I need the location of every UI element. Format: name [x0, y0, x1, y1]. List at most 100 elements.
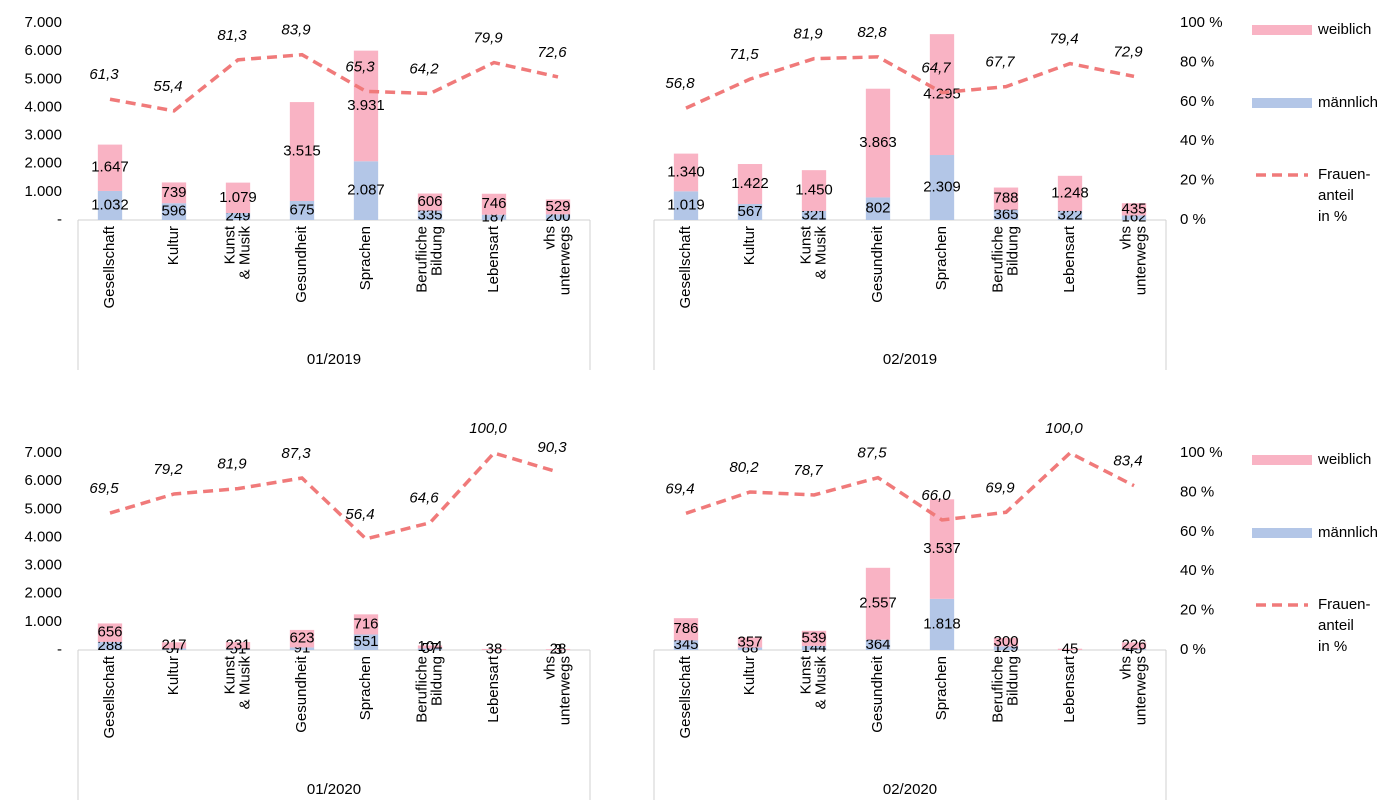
x-tick-label: Gesellschaft — [677, 225, 694, 308]
bar-segment — [993, 637, 1019, 647]
line-label: 56,8 — [665, 75, 695, 92]
bar-segment — [97, 190, 123, 220]
line-label: 79,9 — [473, 30, 503, 47]
line-label: 72,9 — [1113, 43, 1143, 60]
x-tick-label: Berufliche — [413, 226, 430, 293]
data-label: 3.863 — [859, 134, 897, 151]
line-label: 87,5 — [857, 445, 887, 462]
data-label: 606 — [417, 193, 442, 210]
bar-segment — [417, 210, 443, 220]
x-tick-label: & Musik — [812, 226, 829, 280]
bar-segment — [1121, 642, 1147, 649]
data-label: 623 — [289, 630, 314, 647]
bar-segment — [865, 88, 891, 198]
y2-tick-label: 20 % — [1180, 172, 1214, 189]
data-label: 675 — [289, 201, 314, 218]
line-label: 65,3 — [345, 58, 375, 75]
data-label: 2.309 — [923, 178, 961, 195]
x-tick-label: Lebensart — [1061, 655, 1078, 723]
bar-segment — [161, 182, 187, 204]
line-label: 72,6 — [537, 44, 567, 61]
x-tick-label: Gesellschaft — [677, 655, 694, 738]
y2-tick-label: 40 % — [1180, 132, 1214, 149]
bar-segment — [801, 630, 827, 646]
x-tick-label: Kultur — [165, 226, 182, 265]
x-tick-label: Kunst — [221, 655, 238, 694]
data-label: 551 — [353, 633, 378, 650]
y-tick-label: 4.000 — [24, 528, 62, 545]
data-label: 364 — [865, 636, 890, 653]
x-tick-label: Lebensart — [1061, 225, 1078, 293]
x-tick-label: Berufliche — [989, 226, 1006, 293]
x-tick-label: Berufliche — [413, 656, 430, 723]
y-tick-label: 7.000 — [24, 14, 62, 31]
line-label: 81,9 — [217, 456, 247, 473]
line-label: 69,9 — [985, 479, 1015, 496]
bar-segment — [929, 155, 955, 220]
data-label: 739 — [161, 184, 186, 201]
x-tick-label: & Musik — [812, 656, 829, 710]
bar-segment — [865, 639, 891, 650]
legend-label: männlich — [1318, 524, 1378, 541]
y-tick-label: - — [57, 641, 62, 658]
legend-label: männlich — [1318, 94, 1378, 111]
line-label: 69,5 — [89, 480, 119, 497]
bar-segment — [865, 567, 891, 640]
line-label: 67,7 — [985, 54, 1015, 71]
y-tick-label: 6.000 — [24, 472, 62, 489]
x-tick-label: Sprachen — [933, 226, 950, 290]
x-tick-label: Lebensart — [485, 225, 502, 293]
bar-segment — [737, 647, 763, 650]
bar-segment — [993, 209, 1019, 220]
bar-segment — [225, 182, 251, 213]
data-label: 1.450 — [795, 182, 833, 199]
x-tick-label: Gesundheit — [869, 225, 886, 303]
data-label: 788 — [993, 190, 1018, 207]
data-label: 38 — [486, 640, 503, 657]
bar-segment — [737, 637, 763, 648]
y-tick-label: 4.000 — [24, 98, 62, 115]
data-label: 539 — [801, 629, 826, 646]
bar-segment — [737, 164, 763, 205]
y-tick-label: - — [57, 211, 62, 228]
legend-label: in % — [1318, 208, 1347, 225]
y-tick-label: 1.000 — [24, 183, 62, 200]
y2-tick-label: 20 % — [1180, 602, 1214, 619]
data-label: 28 — [550, 640, 567, 657]
bar-segment — [417, 193, 443, 211]
bar-segment — [481, 193, 507, 215]
x-tick-label: Bildung — [1004, 656, 1021, 706]
bar-segment — [289, 647, 315, 650]
data-label: 802 — [865, 200, 890, 217]
x-tick-label: unterwegs — [556, 226, 573, 295]
legend-swatch — [1252, 455, 1312, 465]
group-label: 02/2019 — [883, 351, 937, 368]
x-tick-label: Gesundheit — [869, 655, 886, 733]
data-label: 746 — [481, 195, 506, 212]
bar-segment — [545, 199, 571, 215]
data-label: 104 — [417, 638, 442, 655]
line — [109, 52, 559, 113]
x-tick-label: Gesellschaft — [101, 655, 118, 738]
legend-label: weiblich — [1317, 451, 1371, 468]
line-label: 66,0 — [921, 487, 951, 504]
y-tick-label: 7.000 — [24, 444, 62, 461]
bar-segment — [801, 645, 827, 650]
bar-segment — [225, 212, 251, 220]
data-label: 3.515 — [283, 143, 321, 160]
x-tick-label: Gesundheit — [293, 655, 310, 733]
x-tick-label: unterwegs — [556, 656, 573, 725]
data-label: 656 — [97, 624, 122, 641]
bar-segment — [801, 210, 827, 220]
data-label: 226 — [1121, 637, 1146, 654]
y2-tick-label: 100 % — [1180, 14, 1223, 31]
bar-segment — [1121, 648, 1147, 650]
data-label: 231 — [225, 636, 250, 653]
y-tick-label: 5.000 — [24, 500, 62, 517]
data-label: 596 — [161, 203, 186, 220]
data-label: 716 — [353, 615, 378, 632]
y2-tick-label: 40 % — [1180, 562, 1214, 579]
y2-tick-label: 0 % — [1180, 211, 1206, 228]
line-label: 100,0 — [469, 420, 507, 437]
